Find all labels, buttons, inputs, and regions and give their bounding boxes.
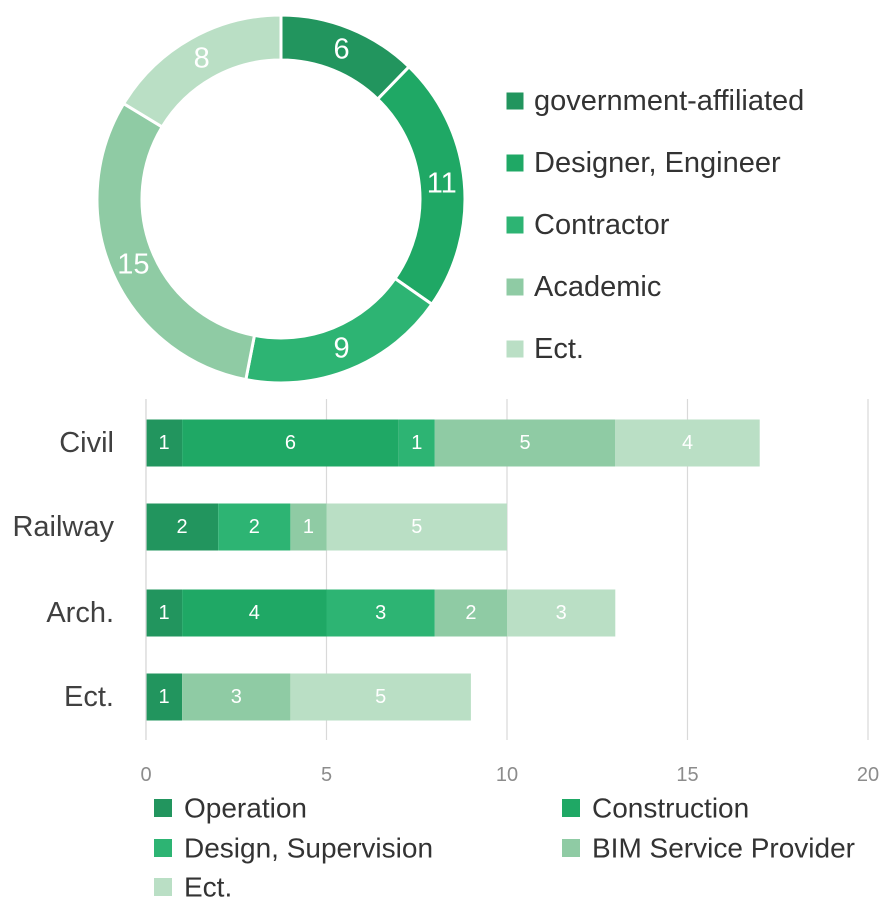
bar-data-label: 1 [158,602,169,624]
donut-slice [244,276,435,385]
x-tick-label: 15 [676,764,698,786]
legend-swatch [505,91,525,111]
bar-data-label: 3 [231,686,242,708]
bar-segment [398,419,435,467]
legend-label: government-affiliated [534,85,804,117]
donut-slice [95,101,257,382]
legend-label: Academic [534,271,661,303]
bar-segment [182,419,399,467]
bar-data-label: 5 [519,432,530,454]
legend-swatch [562,799,580,817]
bar-data-label: 2 [249,516,260,538]
x-tick-label: 0 [140,764,151,786]
bar-data-label: 4 [682,432,693,454]
y-category-label: Ect. [64,681,114,713]
x-tick-label: 20 [857,764,879,786]
legend-swatch [505,153,525,173]
bar-segment [182,589,327,637]
bar-data-label: 1 [411,432,422,454]
bar-legend: Operation Construction Design, Supervision… [154,793,855,903]
bar-data-label: 1 [158,686,169,708]
bar-segment [326,503,507,551]
bar-data-label: 1 [158,432,169,454]
legend-swatch [562,839,580,857]
legend-swatch [505,277,525,297]
legend-label: Design, Supervision [184,833,433,864]
bar-segment [290,503,327,551]
bar-segment [507,589,616,637]
bar-gridlines: 0 5 10 15 20 [140,399,879,786]
x-tick-label: 5 [321,764,332,786]
bar-segment [290,673,471,721]
y-category-label: Civil [59,427,114,459]
bar-data-label: 3 [556,602,567,624]
bar-segment [182,673,291,721]
bar-segment [146,673,183,721]
donut-slice-label: 6 [334,33,350,65]
donut-legend: government-affiliated Designer, Engineer C… [505,85,804,365]
bar-segment [615,419,760,467]
y-category-label: Arch. [46,597,114,629]
bar-segment [146,503,219,551]
donut-slice-label: 9 [334,333,350,365]
legend-label: Operation [184,793,307,824]
bar-data-label: 3 [375,602,386,624]
bar-data-label: 2 [465,602,476,624]
legend-swatch [154,878,172,896]
donut-chart: 6 11 9 15 8 [95,13,467,385]
legend-label: Designer, Engineer [534,147,781,179]
bar-segment [326,589,435,637]
legend-swatch [154,839,172,857]
legend-swatch [154,799,172,817]
bar-data-label: 5 [411,516,422,538]
y-category-label: Railway [12,511,114,543]
legend-label: Ect. [184,872,232,903]
bar-segment [146,589,183,637]
bar-segment [146,419,183,467]
legend-swatch [505,215,525,235]
legend-label: Ect. [534,333,584,365]
legend-label: Contractor [534,209,670,241]
bar-data-label: 5 [375,686,386,708]
bar-data-label: 2 [177,516,188,538]
legend-swatch [505,339,525,359]
x-tick-label: 10 [496,764,518,786]
donut-slice-label: 8 [194,42,210,74]
donut-slice-label: 15 [117,248,149,280]
bar-data-label: 6 [285,432,296,454]
stacked-bar-chart: Civil 1 6 1 5 4 Railway 2 2 1 5 Arch. 1 4 3 2 3 Ect. 1 3 5 [12,399,760,740]
bar-data-label: 1 [303,516,314,538]
legend-label: Construction [592,793,749,824]
bar-segment [434,589,507,637]
bar-segment [434,419,616,467]
donut-slice-label: 11 [427,167,457,199]
bar-data-label: 4 [249,602,260,624]
legend-label: BIM Service Provider [592,833,855,864]
bar-segment [218,503,291,551]
donut-slice [121,13,283,130]
